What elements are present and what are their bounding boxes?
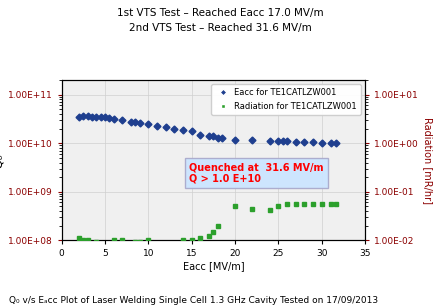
Radiation for TE1CATLZW001 [111, 238, 116, 242]
Eacc for TE1CATLZW001 [211, 134, 216, 138]
Radiation for TE1CATLZW001 [76, 236, 81, 240]
Eacc for TE1CATLZW001 [94, 115, 99, 119]
Radiation for TE1CATLZW001 [302, 202, 307, 206]
Eacc for TE1CATLZW001 [76, 115, 81, 119]
Eacc for TE1CATLZW001 [280, 139, 286, 143]
Radiation for TE1CATLZW001 [211, 230, 216, 233]
Eacc for TE1CATLZW001 [302, 140, 307, 144]
Legend: Eacc for TE1CATLZW001, Radiation for TE1CATLZW001: Eacc for TE1CATLZW001, Radiation for TE1… [211, 84, 361, 115]
Radiation for TE1CATLZW001 [198, 236, 203, 240]
Radiation for TE1CATLZW001 [85, 238, 90, 242]
Y-axis label: Radiation [mR/hr]: Radiation [mR/hr] [423, 117, 433, 204]
Eacc for TE1CATLZW001 [220, 136, 225, 140]
Radiation for TE1CATLZW001 [120, 238, 125, 242]
Eacc for TE1CATLZW001 [189, 129, 194, 133]
Eacc for TE1CATLZW001 [172, 127, 177, 131]
Radiation for TE1CATLZW001 [328, 202, 333, 206]
Eacc for TE1CATLZW001 [276, 139, 281, 143]
Eacc for TE1CATLZW001 [81, 114, 86, 118]
Eacc for TE1CATLZW001 [146, 122, 151, 126]
Radiation for TE1CATLZW001 [133, 241, 138, 244]
Eacc for TE1CATLZW001 [293, 140, 298, 144]
Radiation for TE1CATLZW001 [128, 243, 134, 247]
Eacc for TE1CATLZW001 [285, 139, 290, 143]
Text: 2nd VTS Test – Reached 31.6 MV/m: 2nd VTS Test – Reached 31.6 MV/m [128, 23, 312, 33]
X-axis label: Eacc [MV/m]: Eacc [MV/m] [183, 261, 244, 271]
Eacc for TE1CATLZW001 [198, 133, 203, 136]
Radiation for TE1CATLZW001 [81, 238, 86, 242]
Radiation for TE1CATLZW001 [189, 238, 194, 242]
Eacc for TE1CATLZW001 [154, 124, 160, 128]
Line: Radiation for TE1CATLZW001: Radiation for TE1CATLZW001 [77, 202, 338, 247]
Eacc for TE1CATLZW001 [111, 117, 116, 120]
Eacc for TE1CATLZW001 [267, 139, 272, 143]
Eacc for TE1CATLZW001 [328, 141, 333, 145]
Eacc for TE1CATLZW001 [89, 115, 95, 119]
Eacc for TE1CATLZW001 [180, 128, 186, 132]
Eacc for TE1CATLZW001 [163, 125, 169, 128]
Radiation for TE1CATLZW001 [250, 207, 255, 210]
Radiation for TE1CATLZW001 [215, 224, 220, 228]
Eacc for TE1CATLZW001 [311, 140, 316, 144]
Line: Eacc for TE1CATLZW001: Eacc for TE1CATLZW001 [77, 114, 338, 146]
Radiation for TE1CATLZW001 [180, 238, 186, 242]
Text: Quenched at  31.6 MV/m
Q > 1.0 E+10: Quenched at 31.6 MV/m Q > 1.0 E+10 [189, 162, 323, 184]
Eacc for TE1CATLZW001 [120, 118, 125, 122]
Eacc for TE1CATLZW001 [103, 116, 108, 119]
Radiation for TE1CATLZW001 [137, 241, 142, 244]
Eacc for TE1CATLZW001 [85, 114, 90, 118]
Eacc for TE1CATLZW001 [133, 120, 138, 124]
Eacc for TE1CATLZW001 [333, 141, 338, 145]
Eacc for TE1CATLZW001 [128, 120, 134, 124]
Radiation for TE1CATLZW001 [319, 202, 324, 206]
Eacc for TE1CATLZW001 [232, 138, 238, 142]
Eacc for TE1CATLZW001 [215, 136, 220, 140]
Radiation for TE1CATLZW001 [333, 202, 338, 206]
Radiation for TE1CATLZW001 [276, 205, 281, 208]
Radiation for TE1CATLZW001 [293, 202, 298, 206]
Radiation for TE1CATLZW001 [232, 205, 238, 208]
Text: 1st VTS Test – Reached Eacc 17.0 MV/m: 1st VTS Test – Reached Eacc 17.0 MV/m [117, 8, 323, 18]
Radiation for TE1CATLZW001 [103, 243, 108, 247]
Eacc for TE1CATLZW001 [319, 141, 324, 145]
Radiation for TE1CATLZW001 [206, 235, 212, 238]
Eacc for TE1CATLZW001 [137, 121, 142, 125]
Y-axis label: Q₀: Q₀ [0, 153, 5, 168]
Eacc for TE1CATLZW001 [250, 138, 255, 142]
Radiation for TE1CATLZW001 [146, 238, 151, 242]
Radiation for TE1CATLZW001 [285, 202, 290, 206]
Eacc for TE1CATLZW001 [206, 134, 212, 138]
Eacc for TE1CATLZW001 [106, 116, 112, 120]
Eacc for TE1CATLZW001 [98, 115, 103, 119]
Radiation for TE1CATLZW001 [267, 208, 272, 212]
Radiation for TE1CATLZW001 [311, 202, 316, 206]
Radiation for TE1CATLZW001 [94, 241, 99, 244]
Text: Q₀ v/s Eₐcc Plot of Laser Welding Single Cell 1.3 GHz Cavity Tested on 17/09/201: Q₀ v/s Eₐcc Plot of Laser Welding Single… [9, 296, 378, 305]
